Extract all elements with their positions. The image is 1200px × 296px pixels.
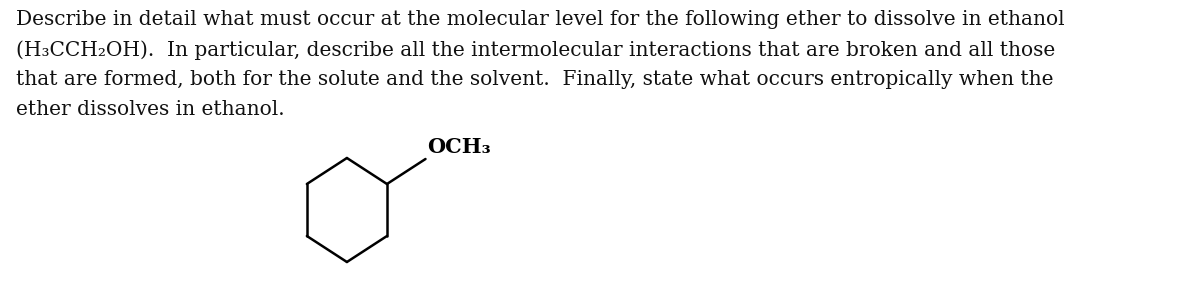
Text: that are formed, both for the solute and the solvent.  Finally, state what occur: that are formed, both for the solute and… xyxy=(16,70,1054,89)
Text: OCH₃: OCH₃ xyxy=(427,137,491,157)
Text: (H₃CCH₂OH).  In particular, describe all the intermolecular interactions that ar: (H₃CCH₂OH). In particular, describe all … xyxy=(16,40,1055,60)
Text: Describe in detail what must occur at the molecular level for the following ethe: Describe in detail what must occur at th… xyxy=(16,10,1064,29)
Text: ether dissolves in ethanol.: ether dissolves in ethanol. xyxy=(16,100,284,119)
